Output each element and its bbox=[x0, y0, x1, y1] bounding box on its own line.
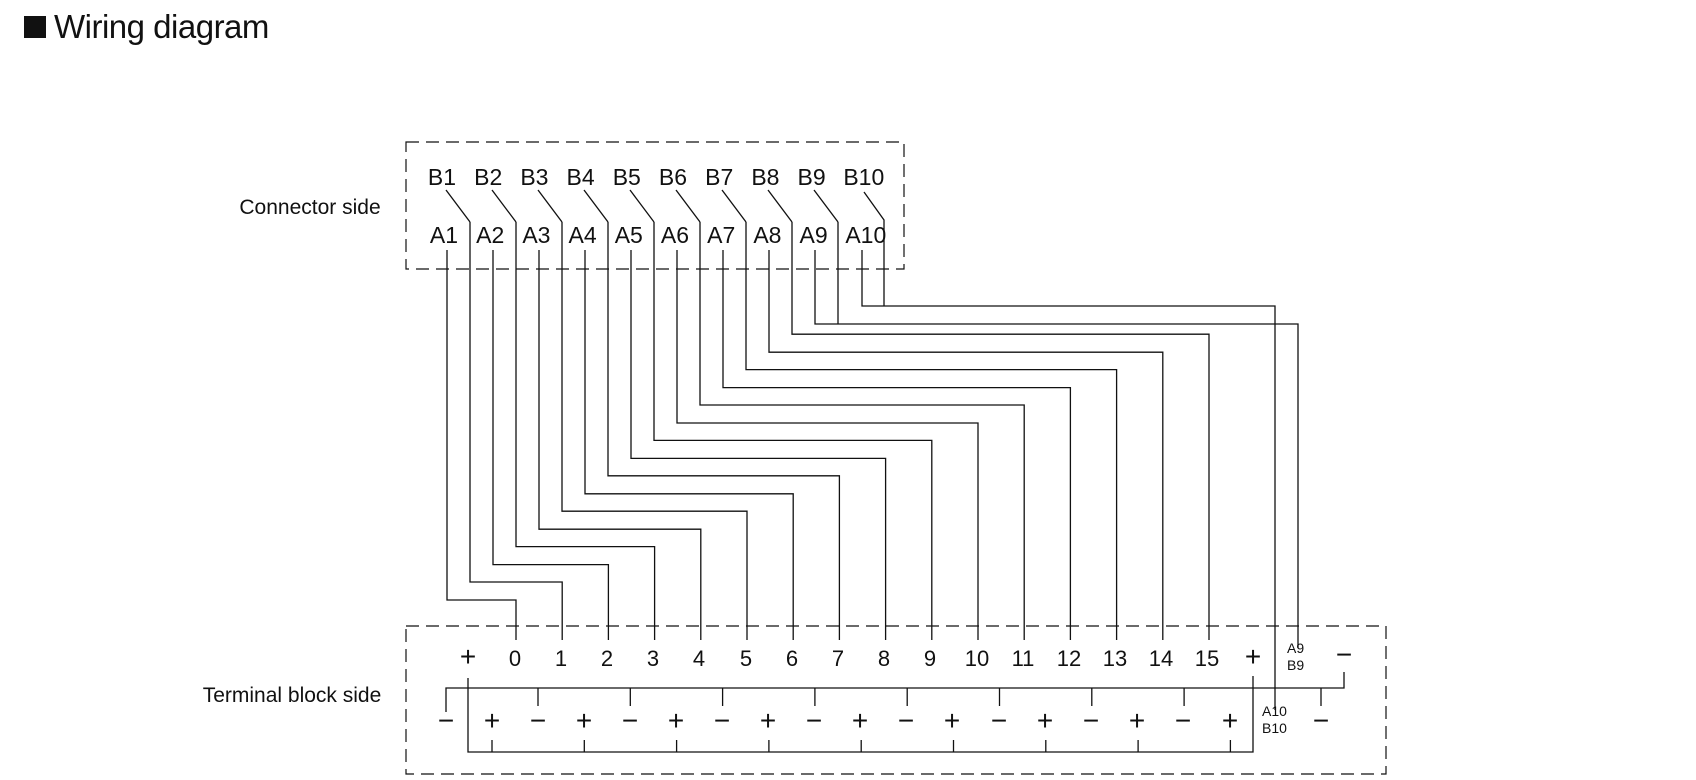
terminal-bottom-14: − bbox=[1083, 705, 1099, 736]
terminal-bottom-8: − bbox=[806, 705, 822, 736]
terminal-bottom-3: + bbox=[576, 705, 592, 736]
b9-diagonal bbox=[813, 189, 839, 223]
connector-pin-a9: A9 bbox=[800, 222, 828, 248]
terminal-top-0: + bbox=[460, 641, 476, 672]
plus-bus bbox=[467, 676, 1254, 753]
terminal-block-box bbox=[405, 625, 1387, 775]
connector-pin-b10: B10 bbox=[843, 164, 884, 190]
terminal-top-7: 6 bbox=[786, 646, 798, 671]
connector-pin-b9: B9 bbox=[798, 164, 826, 190]
wire-b7 bbox=[745, 222, 1118, 640]
heading: Wiring diagram bbox=[24, 8, 269, 46]
terminal-top-13: 12 bbox=[1057, 646, 1081, 671]
terminal-top-18: A9 B9 bbox=[1287, 640, 1304, 673]
terminal-top-10: 9 bbox=[924, 646, 936, 671]
connector-side-label: Connector side bbox=[239, 196, 380, 219]
wire-b4 bbox=[607, 222, 841, 640]
wire-a3 bbox=[538, 250, 702, 640]
terminal-top-16: 15 bbox=[1195, 646, 1219, 671]
terminal-bottom-19: − bbox=[1313, 705, 1329, 736]
connector-pin-a4: A4 bbox=[569, 222, 597, 248]
connector-pin-b2: B2 bbox=[474, 164, 502, 190]
terminal-top-15: 14 bbox=[1149, 646, 1173, 671]
connector-pin-b4: B4 bbox=[567, 164, 595, 190]
b5-diagonal bbox=[629, 189, 655, 223]
terminal-block-side-label: Terminal block side bbox=[203, 684, 382, 707]
connector-pin-b7: B7 bbox=[705, 164, 733, 190]
connector-pin-a8: A8 bbox=[753, 222, 781, 248]
wire-a10 bbox=[861, 250, 1276, 710]
connector-pin-a3: A3 bbox=[522, 222, 550, 248]
terminal-bottom-10: − bbox=[898, 705, 914, 736]
terminal-bottom-16: − bbox=[1175, 705, 1191, 736]
terminal-top-5: 4 bbox=[693, 646, 705, 671]
b6-diagonal bbox=[675, 189, 701, 223]
terminal-bottom-6: − bbox=[714, 705, 730, 736]
connector-pin-b6: B6 bbox=[659, 164, 687, 190]
terminal-bottom-0: − bbox=[438, 705, 454, 736]
wire-a4 bbox=[584, 250, 794, 640]
wire-b5 bbox=[653, 222, 933, 640]
connector-pin-a10: A10 bbox=[845, 222, 886, 248]
wire-b6 bbox=[699, 222, 1025, 640]
terminal-bottom-1: + bbox=[484, 705, 500, 736]
wire-a8 bbox=[768, 250, 1164, 640]
terminal-bottom-9: + bbox=[852, 705, 868, 736]
heading-square-icon bbox=[24, 16, 46, 38]
terminal-top-14: 13 bbox=[1103, 646, 1127, 671]
minus-bus bbox=[445, 672, 1345, 712]
wire-b1 bbox=[469, 222, 563, 640]
connector-pin-a7: A7 bbox=[707, 222, 735, 248]
terminal-top-6: 5 bbox=[740, 646, 752, 671]
terminal-top-9: 8 bbox=[878, 646, 890, 671]
b3-diagonal bbox=[537, 189, 563, 223]
connector-pin-a5: A5 bbox=[615, 222, 643, 248]
b4-diagonal bbox=[583, 189, 609, 223]
wire-a1 bbox=[446, 250, 517, 640]
terminal-top-3: 2 bbox=[601, 646, 613, 671]
b8-diagonal bbox=[767, 189, 793, 223]
connector-pin-a6: A6 bbox=[661, 222, 689, 248]
heading-title: Wiring diagram bbox=[54, 8, 269, 45]
connector-pin-a2: A2 bbox=[476, 222, 504, 248]
wire-a2 bbox=[492, 250, 610, 640]
terminal-bottom-12: − bbox=[991, 705, 1007, 736]
terminal-top-19: − bbox=[1336, 639, 1352, 670]
wire-b2 bbox=[515, 222, 656, 640]
terminal-bottom-2: − bbox=[530, 705, 546, 736]
terminal-top-17: + bbox=[1245, 641, 1261, 672]
connector-pin-b5: B5 bbox=[613, 164, 641, 190]
terminal-bottom-11: + bbox=[944, 705, 960, 736]
connector-pin-b1: B1 bbox=[428, 164, 456, 190]
terminal-top-11: 10 bbox=[965, 646, 989, 671]
terminal-top-4: 3 bbox=[647, 646, 659, 671]
terminal-bottom-5: + bbox=[668, 705, 684, 736]
terminal-bottom-7: + bbox=[760, 705, 776, 736]
terminal-bottom-13: + bbox=[1037, 705, 1053, 736]
wire-a9 bbox=[814, 250, 1299, 648]
terminal-top-12: 11 bbox=[1012, 646, 1035, 671]
wire-b3 bbox=[561, 222, 748, 640]
terminal-top-8: 7 bbox=[832, 646, 844, 671]
terminal-top-2: 1 bbox=[555, 646, 567, 671]
terminal-bottom-18: A10 B10 bbox=[1262, 703, 1287, 736]
connector-pin-a1: A1 bbox=[430, 222, 458, 248]
wire-a7 bbox=[722, 250, 1072, 640]
connector-pin-b8: B8 bbox=[751, 164, 779, 190]
wire-a6 bbox=[676, 250, 979, 640]
connector-pin-b3: B3 bbox=[520, 164, 548, 190]
terminal-top-1: 0 bbox=[509, 646, 521, 671]
b1-diagonal bbox=[445, 189, 471, 223]
wire-a5 bbox=[630, 250, 887, 640]
b2-diagonal bbox=[491, 189, 517, 223]
wire-b8 bbox=[791, 222, 1210, 640]
terminal-bottom-4: − bbox=[622, 705, 638, 736]
connector-box bbox=[405, 141, 905, 270]
terminal-bottom-15: + bbox=[1129, 705, 1145, 736]
terminal-bottom-17: + bbox=[1222, 705, 1238, 736]
b7-diagonal bbox=[721, 189, 747, 223]
b10-diagonal bbox=[863, 191, 885, 262]
